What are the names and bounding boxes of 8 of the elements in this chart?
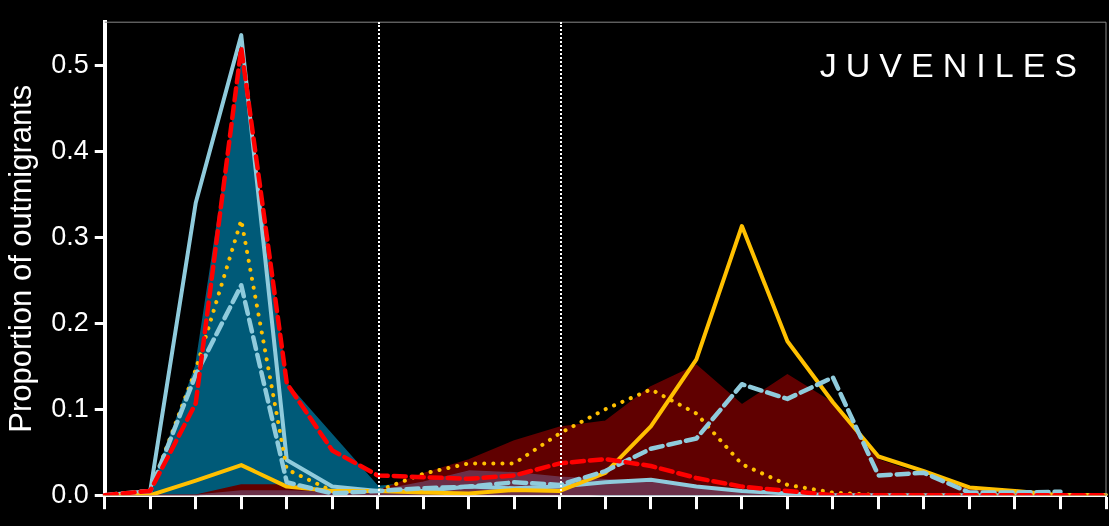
y-tick-label: 0.5 (51, 48, 89, 79)
y-tick-label: 0.4 (51, 134, 89, 165)
y-tick-label: 0.2 (51, 306, 89, 337)
y-axis-title: Proportion of outmigrants (3, 84, 39, 433)
y-tick-label: 0.1 (51, 392, 89, 423)
annotation: JUVENILES (819, 45, 1086, 84)
y-tick-label: 0.3 (51, 220, 89, 251)
y-tick-label: 0.0 (51, 478, 89, 509)
